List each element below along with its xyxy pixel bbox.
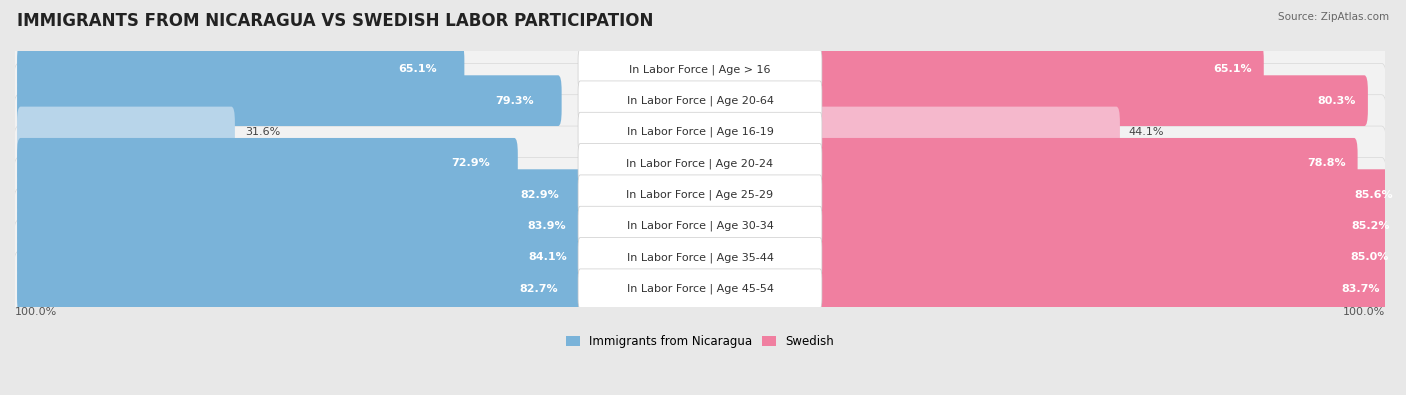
- FancyBboxPatch shape: [13, 95, 1388, 169]
- Text: 78.8%: 78.8%: [1308, 158, 1346, 168]
- FancyBboxPatch shape: [17, 169, 583, 220]
- FancyBboxPatch shape: [817, 44, 1264, 95]
- FancyBboxPatch shape: [817, 138, 1358, 189]
- FancyBboxPatch shape: [578, 175, 823, 214]
- FancyBboxPatch shape: [17, 201, 583, 251]
- FancyBboxPatch shape: [17, 75, 561, 126]
- Text: In Labor Force | Age 20-24: In Labor Force | Age 20-24: [627, 158, 773, 169]
- FancyBboxPatch shape: [17, 107, 235, 157]
- Legend: Immigrants from Nicaragua, Swedish: Immigrants from Nicaragua, Swedish: [565, 335, 834, 348]
- FancyBboxPatch shape: [13, 126, 1388, 201]
- Text: In Labor Force | Age 16-19: In Labor Force | Age 16-19: [627, 127, 773, 137]
- Text: In Labor Force | Age 30-34: In Labor Force | Age 30-34: [627, 221, 773, 231]
- FancyBboxPatch shape: [817, 75, 1368, 126]
- Text: 80.3%: 80.3%: [1317, 96, 1357, 106]
- FancyBboxPatch shape: [17, 138, 517, 189]
- Text: 65.1%: 65.1%: [1213, 64, 1253, 74]
- FancyBboxPatch shape: [17, 44, 464, 95]
- FancyBboxPatch shape: [578, 237, 823, 277]
- FancyBboxPatch shape: [17, 263, 583, 314]
- Text: 31.6%: 31.6%: [245, 127, 280, 137]
- FancyBboxPatch shape: [13, 32, 1388, 107]
- Text: 85.0%: 85.0%: [1350, 252, 1389, 262]
- FancyBboxPatch shape: [817, 169, 1405, 220]
- Text: 100.0%: 100.0%: [1343, 307, 1385, 318]
- FancyBboxPatch shape: [578, 269, 823, 308]
- FancyBboxPatch shape: [13, 251, 1388, 326]
- Text: In Labor Force | Age 35-44: In Labor Force | Age 35-44: [627, 252, 773, 263]
- Text: In Labor Force | Age 45-54: In Labor Force | Age 45-54: [627, 283, 773, 294]
- FancyBboxPatch shape: [13, 220, 1388, 295]
- Text: 79.3%: 79.3%: [495, 96, 534, 106]
- Text: 83.7%: 83.7%: [1341, 284, 1379, 293]
- Text: 85.6%: 85.6%: [1354, 190, 1392, 199]
- Text: 65.1%: 65.1%: [398, 64, 437, 74]
- Text: 85.2%: 85.2%: [1351, 221, 1389, 231]
- Text: Source: ZipAtlas.com: Source: ZipAtlas.com: [1278, 12, 1389, 22]
- FancyBboxPatch shape: [13, 157, 1388, 232]
- FancyBboxPatch shape: [578, 81, 823, 120]
- FancyBboxPatch shape: [13, 189, 1388, 263]
- FancyBboxPatch shape: [817, 201, 1402, 251]
- FancyBboxPatch shape: [13, 63, 1388, 138]
- Text: 82.9%: 82.9%: [520, 190, 560, 199]
- Text: 72.9%: 72.9%: [451, 158, 491, 168]
- Text: 44.1%: 44.1%: [1129, 127, 1164, 137]
- FancyBboxPatch shape: [817, 232, 1400, 283]
- Text: 100.0%: 100.0%: [15, 307, 58, 318]
- Text: In Labor Force | Age 25-29: In Labor Force | Age 25-29: [627, 190, 773, 200]
- Text: 84.1%: 84.1%: [529, 252, 567, 262]
- FancyBboxPatch shape: [817, 107, 1121, 157]
- FancyBboxPatch shape: [17, 232, 583, 283]
- FancyBboxPatch shape: [817, 263, 1391, 314]
- Text: 83.9%: 83.9%: [527, 221, 565, 231]
- Text: In Labor Force | Age > 16: In Labor Force | Age > 16: [630, 64, 770, 75]
- Text: IMMIGRANTS FROM NICARAGUA VS SWEDISH LABOR PARTICIPATION: IMMIGRANTS FROM NICARAGUA VS SWEDISH LAB…: [17, 12, 654, 30]
- FancyBboxPatch shape: [578, 112, 823, 152]
- FancyBboxPatch shape: [578, 144, 823, 183]
- FancyBboxPatch shape: [578, 50, 823, 89]
- Text: 82.7%: 82.7%: [519, 284, 558, 293]
- FancyBboxPatch shape: [578, 206, 823, 246]
- Text: In Labor Force | Age 20-64: In Labor Force | Age 20-64: [627, 96, 773, 106]
